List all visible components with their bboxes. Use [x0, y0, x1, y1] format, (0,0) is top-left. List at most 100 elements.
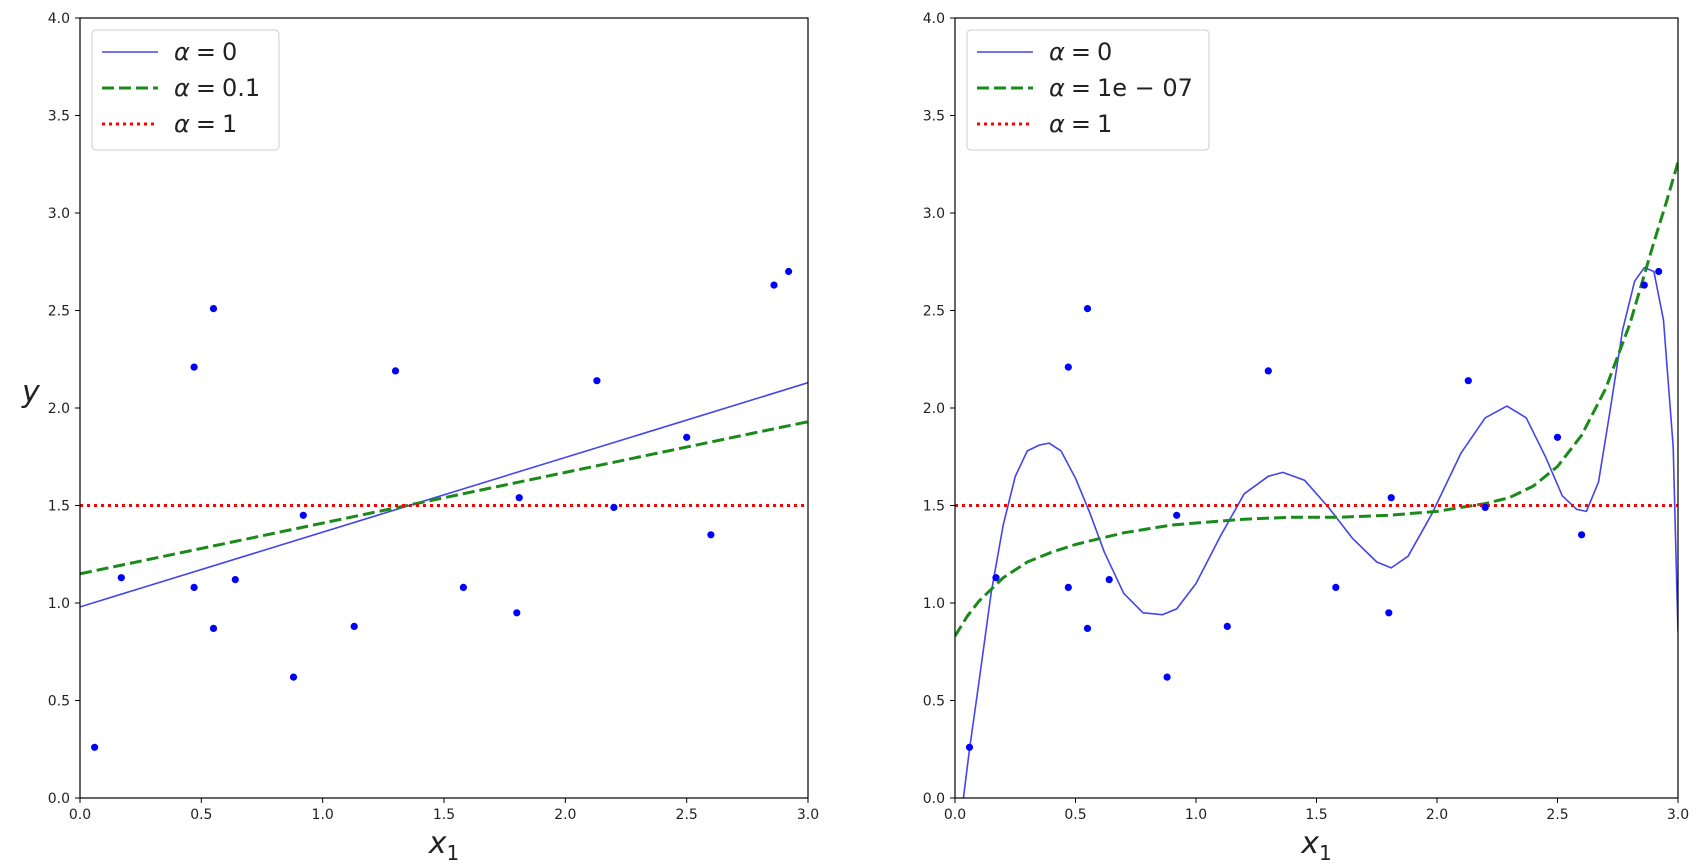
- y-tick-label: 3.0: [923, 206, 945, 222]
- legend-label: α = 0.1: [174, 74, 260, 102]
- scatter-point: [1640, 281, 1648, 289]
- scatter-point: [1083, 305, 1092, 313]
- y-tick-label: 2.0: [923, 401, 945, 417]
- y-tick-label: 4.0: [48, 11, 70, 27]
- y-tick-label: 2.0: [48, 401, 70, 417]
- legend-label: α = 0: [174, 38, 237, 66]
- y-tick-label: 2.5: [48, 304, 70, 320]
- scatter-point: [1163, 673, 1171, 681]
- scatter-point: [209, 624, 218, 633]
- legend-operator: =: [196, 74, 216, 102]
- legend-operator: =: [196, 110, 216, 138]
- y-tick-label: 0.5: [923, 694, 945, 710]
- series-group: [80, 381, 808, 608]
- legend-value: 1e − 07: [1097, 74, 1193, 102]
- y-tick-label: 2.5: [923, 304, 945, 320]
- chart-panel-left: 0.0 0.5 1.0 1.5 2.0 2.5 3.0 0.0 0.5 1.0 1.5 2.0 2.5 3…: [21, 11, 819, 865]
- scatter-point: [209, 305, 218, 313]
- x-axis-label: x1: [428, 826, 460, 864]
- x-tick-label: 2.5: [1546, 807, 1568, 823]
- legend-symbol: α: [1049, 110, 1065, 138]
- scatter-point: [593, 377, 601, 385]
- scatter-point: [1578, 531, 1586, 539]
- series-line-1: [80, 420, 808, 576]
- legend-value: 0.1: [222, 74, 260, 102]
- y-tick-label: 1.0: [48, 596, 70, 612]
- legend-value: 0: [1097, 38, 1112, 66]
- y-tick-label: 0.0: [48, 791, 70, 807]
- y-tick-label: 3.5: [923, 109, 945, 125]
- x-tick-label: 2.5: [676, 807, 698, 823]
- series-line-0: [80, 381, 808, 608]
- scatter-point: [515, 494, 523, 502]
- legend-label: α = 1e − 07: [1049, 74, 1193, 102]
- legend-box: [91, 29, 280, 151]
- legend-symbol: α: [174, 38, 190, 66]
- scatter-point: [1655, 267, 1663, 276]
- legend-value: 0: [222, 38, 237, 66]
- x-tick-label: 1.5: [433, 807, 455, 823]
- scatter-point: [1064, 363, 1072, 371]
- scatter-group: [965, 267, 1663, 751]
- scatter-point: [683, 433, 691, 441]
- legend: α = 0α = 0.1α = 1: [91, 29, 280, 151]
- x-tick-label: 3.0: [797, 807, 819, 823]
- legend-operator: =: [1071, 74, 1091, 102]
- scatter-point: [992, 574, 1000, 582]
- legend-value: 1: [1097, 110, 1112, 138]
- x-axis-label-main: x: [1300, 826, 1319, 861]
- legend-operator: =: [196, 38, 216, 66]
- x-tick-label: 0.5: [190, 807, 212, 823]
- scatter-point: [350, 622, 358, 631]
- scatter-point: [1083, 624, 1092, 633]
- x-axis-label-main: x: [428, 826, 447, 861]
- x-tick-label: 0.0: [944, 807, 966, 823]
- scatter-point: [1223, 622, 1231, 631]
- x-tick-label: 3.0: [1667, 807, 1689, 823]
- y-tick-label: 3.0: [48, 206, 70, 222]
- x-tick-label: 2.0: [554, 807, 576, 823]
- scatter-point: [299, 511, 307, 519]
- scatter-point: [707, 531, 715, 539]
- scatter-point: [459, 583, 467, 592]
- scatter-point: [610, 503, 618, 511]
- scatter-point: [1105, 576, 1113, 584]
- scatter-group: [91, 267, 793, 751]
- scatter-point: [1064, 583, 1072, 592]
- scatter-point: [1173, 511, 1181, 519]
- scatter-point: [117, 574, 125, 582]
- legend-operator: =: [1071, 38, 1091, 66]
- scatter-point: [1387, 494, 1395, 502]
- y-tick-label: 1.5: [923, 499, 945, 515]
- scatter-point: [1481, 503, 1489, 511]
- scatter-point: [1264, 367, 1272, 375]
- x-axis-label-subscript: 1: [447, 841, 460, 864]
- y-tick-label: 3.5: [48, 109, 70, 125]
- scatter-point: [1464, 377, 1472, 385]
- series-line-1: [955, 161, 1678, 637]
- legend-box: [966, 29, 1210, 151]
- scatter-point: [1332, 583, 1340, 592]
- y-tick-label: 0.5: [48, 694, 70, 710]
- x-tick-label: 0.5: [1064, 807, 1086, 823]
- x-tick-label: 1.5: [1305, 807, 1327, 823]
- scatter-point: [965, 743, 974, 751]
- scatter-point: [1553, 433, 1562, 441]
- legend-label: α = 0: [1049, 38, 1112, 66]
- legend-label: α = 1: [174, 110, 237, 138]
- legend-symbol: α: [1049, 38, 1065, 66]
- scatter-point: [190, 363, 198, 371]
- legend-label: α = 1: [1049, 110, 1112, 138]
- y-axis-label: y: [21, 375, 41, 410]
- x-tick-label: 0.0: [69, 807, 91, 823]
- legend-symbol: α: [174, 74, 190, 102]
- y-tick-label: 1.0: [923, 596, 945, 612]
- y-tick-label: 4.0: [923, 11, 945, 27]
- x-axis-label-subscript: 1: [1319, 841, 1332, 864]
- legend-operator: =: [1071, 110, 1091, 138]
- scatter-point: [785, 267, 793, 276]
- series-line-0: [962, 266, 1678, 798]
- legend: α = 0α = 1e − 07α = 1: [966, 29, 1210, 151]
